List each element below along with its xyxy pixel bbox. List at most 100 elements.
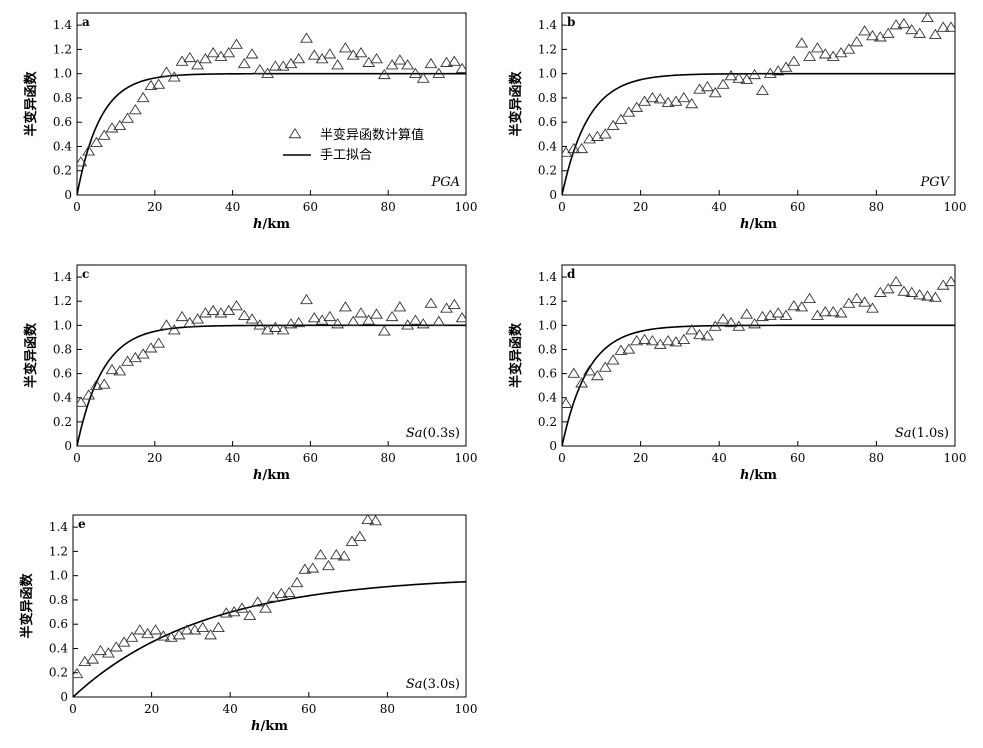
data-point — [905, 23, 919, 35]
data-point — [82, 145, 96, 156]
data-point — [858, 25, 872, 36]
data-point — [614, 113, 628, 124]
data-point — [314, 548, 328, 560]
data-point — [685, 324, 699, 335]
panel-a: 0 20 40 60 80 100 0 0.2 0.4 0.6 0.8 1.0 1.2 1.4 h/km 半变… — [23, 12, 478, 232]
data-point — [331, 318, 345, 329]
y-tick-label: 1.4 — [538, 270, 557, 284]
y-axis-label: 半变异函数 — [23, 322, 39, 388]
data-point — [298, 563, 312, 574]
data-point — [362, 314, 376, 325]
data-point — [834, 307, 848, 318]
data-point — [795, 37, 809, 48]
data-point — [292, 53, 306, 64]
data-point — [323, 48, 337, 59]
y-tick-label: 0.6 — [538, 115, 557, 129]
data-point — [128, 351, 142, 363]
x-tick-label: 20 — [147, 200, 162, 214]
y-tick-label: 1.2 — [538, 294, 557, 308]
y-tick-label: 0 — [64, 439, 72, 453]
y-tick-label: 1.0 — [53, 67, 72, 81]
data-point — [243, 609, 257, 620]
data-point — [361, 515, 375, 525]
x-tick-label: 40 — [712, 200, 727, 214]
x-tick-label: 60 — [303, 451, 318, 465]
data-point — [803, 50, 817, 61]
data-point — [944, 275, 955, 287]
y-tick-label: 1.4 — [538, 18, 557, 32]
data-point — [645, 91, 659, 103]
panel-letter: d — [567, 267, 576, 281]
plot-area — [77, 293, 466, 446]
fitted-curve — [562, 72, 955, 195]
y-tick-label: 0.2 — [538, 164, 557, 178]
data-point — [936, 21, 950, 32]
panel-corner-label: PGV — [919, 175, 950, 190]
data-point — [198, 307, 212, 318]
plot-area — [77, 32, 466, 195]
data-point — [771, 307, 785, 318]
data-point — [638, 333, 651, 345]
x-tick-label: 100 — [455, 200, 478, 214]
data-point — [261, 324, 275, 335]
data-point — [211, 621, 225, 633]
data-point — [826, 306, 840, 317]
y-tick-label: 0 — [549, 188, 557, 202]
data-point — [191, 59, 205, 70]
data-point — [447, 298, 461, 310]
data-point — [251, 596, 265, 607]
data-point — [125, 631, 139, 642]
data-point — [121, 112, 134, 123]
data-point — [113, 119, 127, 131]
data-point — [416, 318, 430, 329]
x-axis-label: h/km — [740, 217, 777, 232]
data-point — [409, 314, 422, 325]
data-point — [82, 389, 96, 400]
y-tick-label: 0.8 — [49, 593, 68, 607]
data-point — [78, 655, 92, 667]
x-tick-label: 0 — [558, 200, 566, 214]
y-tick-label: 0 — [60, 690, 68, 704]
x-axis-label: h/km — [253, 468, 290, 483]
data-point — [259, 602, 272, 613]
data-point — [913, 289, 927, 300]
y-axis-label: 半变异函数 — [508, 71, 524, 137]
data-point — [245, 48, 259, 59]
x-tick-label: 40 — [225, 200, 240, 214]
data-point — [779, 309, 793, 320]
y-tick-label: 1.0 — [53, 318, 72, 332]
x-tick-label: 80 — [380, 702, 395, 716]
data-point — [141, 627, 155, 639]
data-point — [700, 80, 714, 92]
data-point — [440, 56, 453, 67]
data-point — [685, 97, 699, 109]
data-point — [230, 38, 243, 49]
data-point — [121, 355, 134, 366]
panel-corner-label: PGA — [430, 175, 460, 190]
y-axis-label: 半变异函数 — [19, 573, 35, 639]
panel-corner-label: Sa(0.3s) — [406, 426, 460, 441]
data-point — [622, 343, 636, 354]
data-point — [353, 530, 367, 542]
data-point — [354, 46, 368, 58]
data-point — [756, 84, 769, 95]
panel-letter: e — [78, 517, 86, 531]
data-point — [432, 315, 446, 326]
data-point — [237, 309, 251, 320]
data-point — [756, 310, 769, 322]
data-point — [763, 309, 777, 320]
plot-frame — [76, 264, 467, 447]
data-point — [811, 42, 824, 53]
data-point — [562, 397, 573, 408]
data-point — [183, 51, 197, 63]
y-tick-label: 0.2 — [538, 415, 557, 429]
data-point — [346, 315, 360, 326]
data-point — [136, 91, 150, 103]
y-tick-label: 0.4 — [538, 139, 557, 153]
data-point — [300, 32, 313, 43]
data-point — [354, 307, 368, 318]
plot-frame — [561, 264, 956, 447]
panel-letter: a — [82, 15, 90, 29]
data-point — [377, 68, 391, 80]
